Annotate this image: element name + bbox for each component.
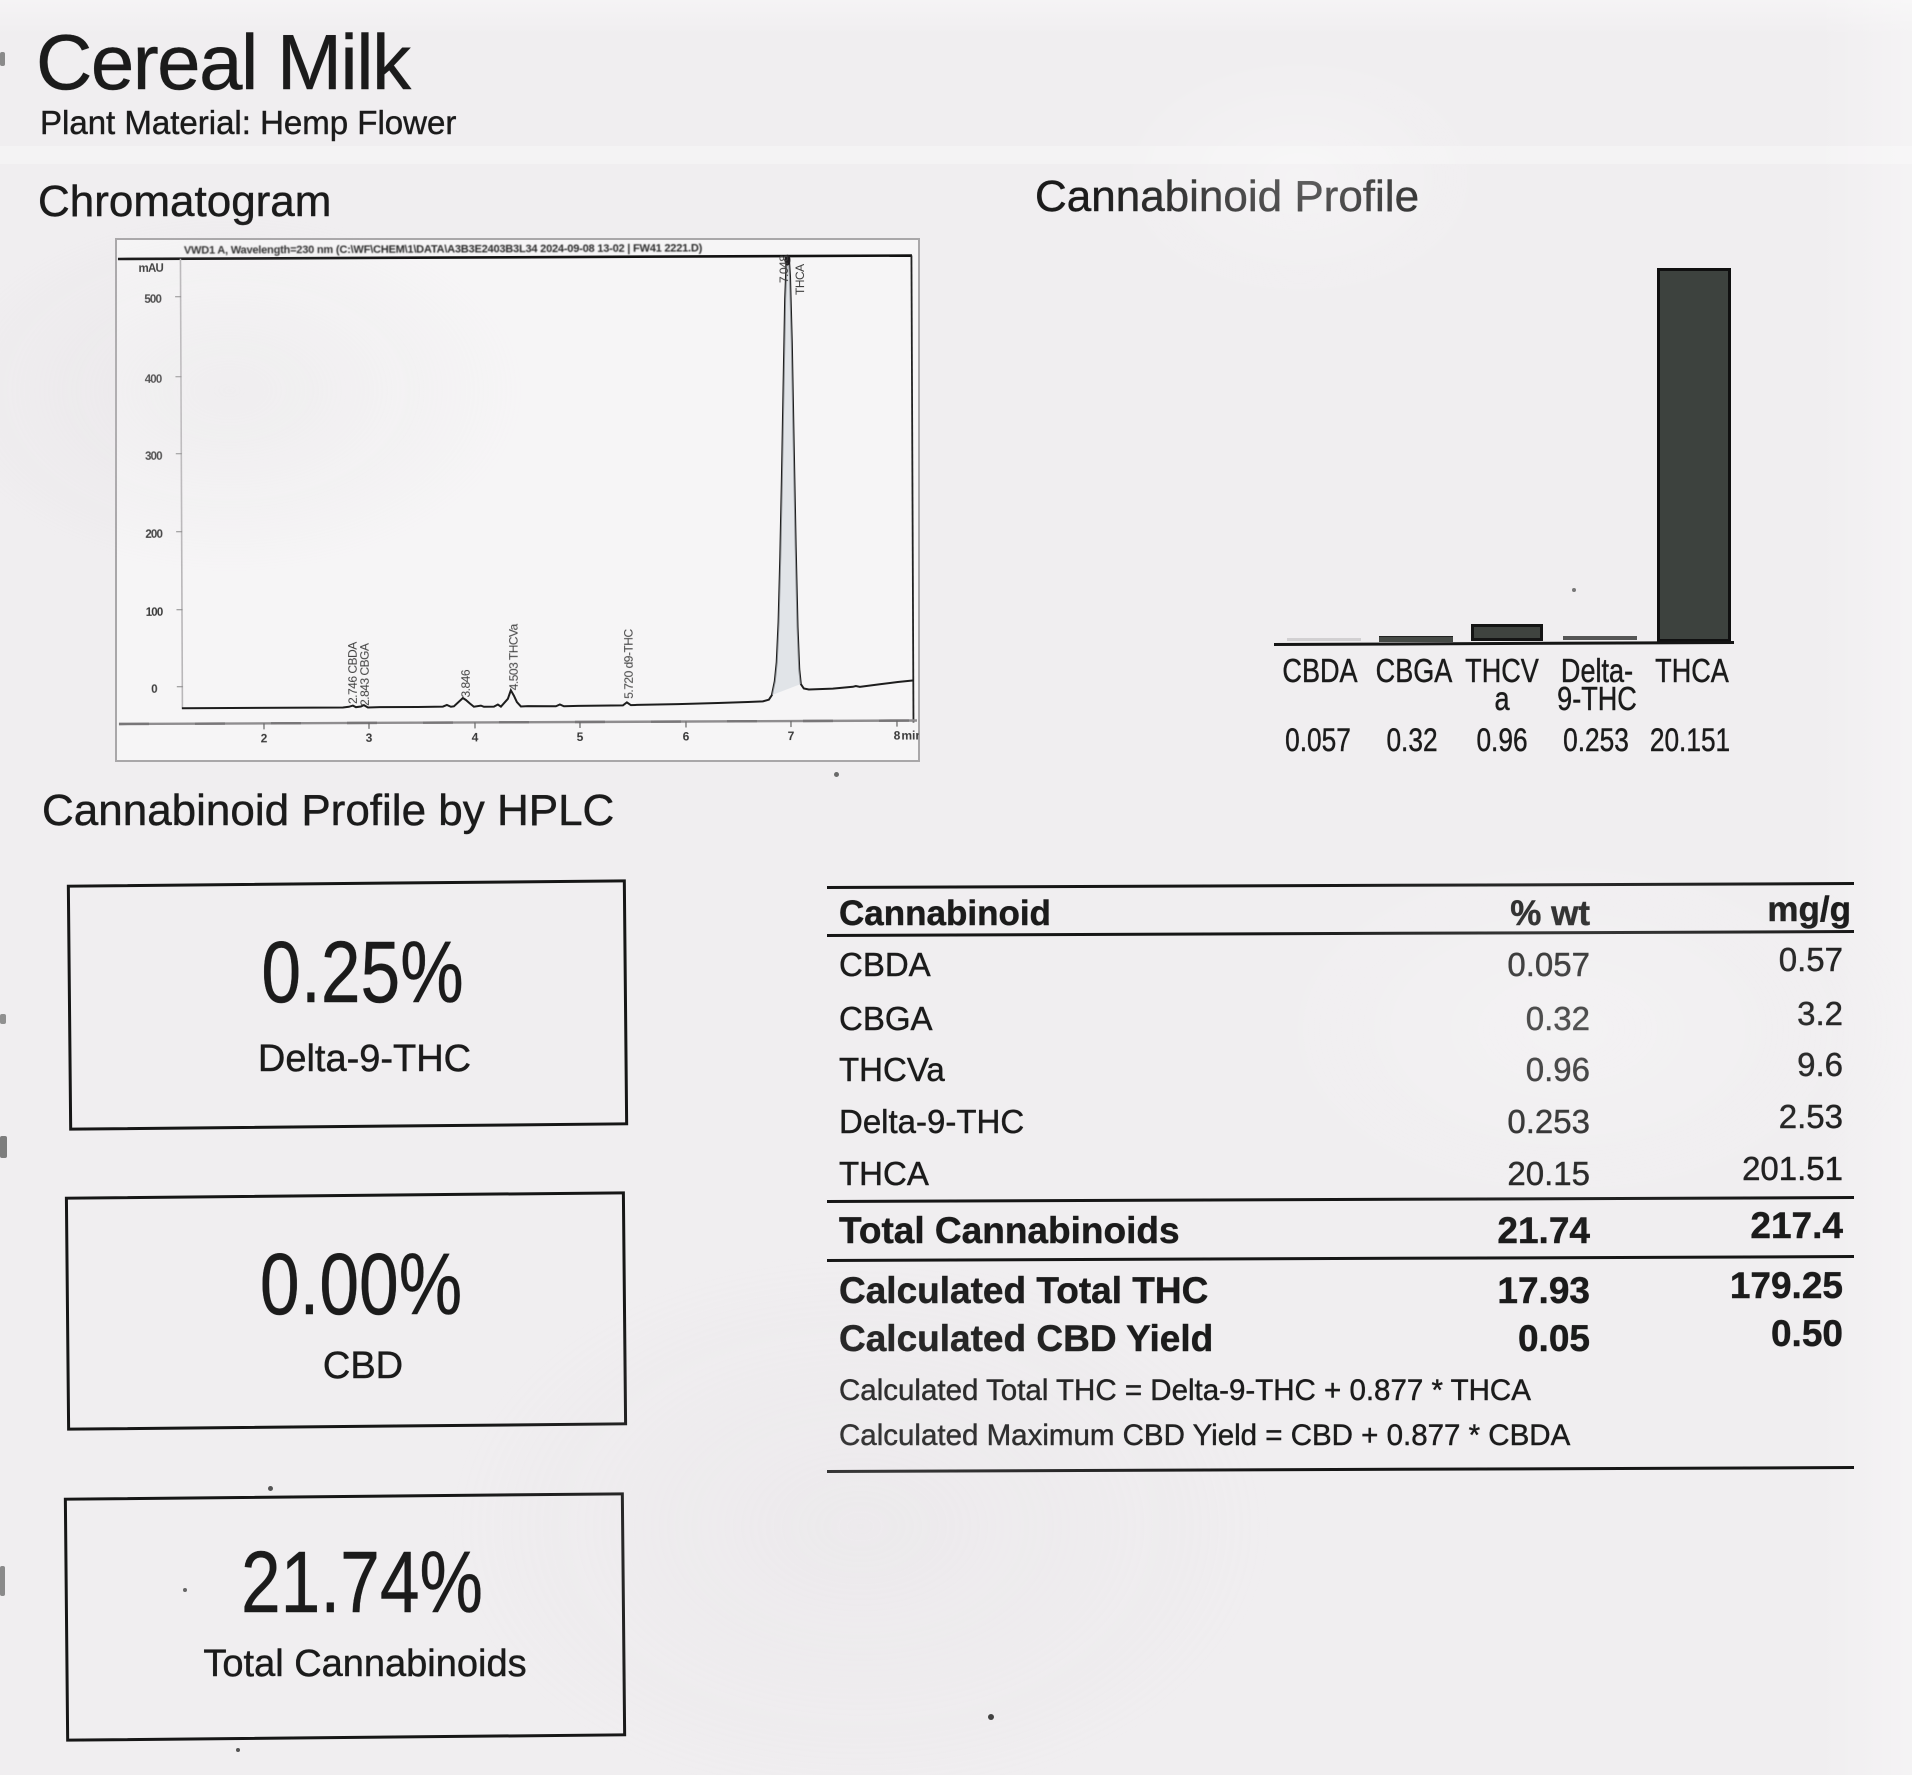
svg-text:500: 500 — [144, 294, 161, 306]
svg-text:2.843 CBGA: 2.843 CBGA — [358, 643, 372, 706]
svg-text:200: 200 — [145, 529, 162, 541]
svg-text:7.048: 7.048 — [777, 255, 791, 283]
svg-text:min: min — [901, 728, 919, 742]
svg-text:100: 100 — [146, 607, 163, 619]
svg-text:3: 3 — [366, 731, 373, 745]
svg-text:VWD1 A, Wavelength=230 nm (C:\: VWD1 A, Wavelength=230 nm (C:\WF\CHEM\1\… — [184, 242, 703, 256]
svg-text:4.503 THCVa: 4.503 THCVa — [507, 623, 521, 690]
svg-text:4: 4 — [472, 730, 479, 744]
svg-text:7: 7 — [788, 729, 795, 743]
svg-text:5.720 d9-THC: 5.720 d9-THC — [622, 629, 636, 699]
svg-text:8: 8 — [894, 729, 901, 743]
svg-text:3.846: 3.846 — [459, 669, 473, 697]
svg-text:5: 5 — [577, 730, 584, 744]
svg-text:mAU: mAU — [139, 263, 164, 275]
svg-text:THCA: THCA — [793, 264, 807, 295]
svg-text:6: 6 — [683, 730, 690, 744]
svg-text:2.746 CBDA: 2.746 CBDA — [346, 642, 360, 704]
svg-text:2: 2 — [261, 731, 268, 745]
svg-text:0: 0 — [151, 684, 157, 696]
svg-text:300: 300 — [145, 451, 162, 463]
svg-text:400: 400 — [145, 374, 162, 386]
